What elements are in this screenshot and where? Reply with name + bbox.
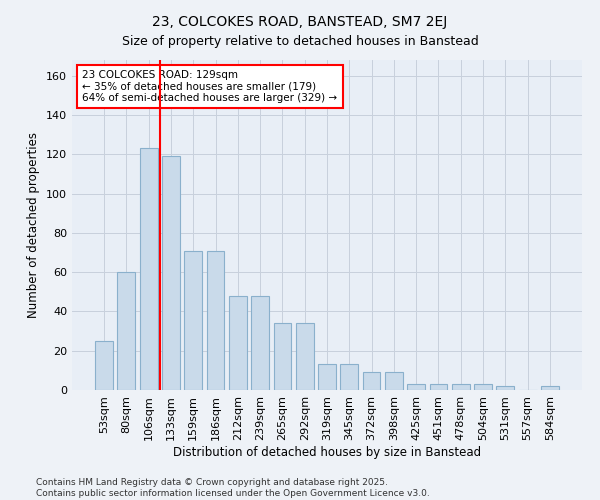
Text: 23, COLCOKES ROAD, BANSTEAD, SM7 2EJ: 23, COLCOKES ROAD, BANSTEAD, SM7 2EJ bbox=[152, 15, 448, 29]
Bar bbox=[296, 323, 314, 390]
Bar bbox=[274, 323, 292, 390]
Bar bbox=[541, 386, 559, 390]
Bar bbox=[318, 364, 336, 390]
X-axis label: Distribution of detached houses by size in Banstead: Distribution of detached houses by size … bbox=[173, 446, 481, 458]
Bar bbox=[140, 148, 158, 390]
Bar bbox=[184, 250, 202, 390]
Bar bbox=[362, 372, 380, 390]
Bar bbox=[206, 250, 224, 390]
Bar bbox=[496, 386, 514, 390]
Y-axis label: Number of detached properties: Number of detached properties bbox=[28, 132, 40, 318]
Bar bbox=[474, 384, 492, 390]
Bar bbox=[251, 296, 269, 390]
Bar bbox=[118, 272, 136, 390]
Bar bbox=[340, 364, 358, 390]
Text: 23 COLCOKES ROAD: 129sqm
← 35% of detached houses are smaller (179)
64% of semi-: 23 COLCOKES ROAD: 129sqm ← 35% of detach… bbox=[82, 70, 337, 103]
Bar bbox=[229, 296, 247, 390]
Bar bbox=[452, 384, 470, 390]
Text: Contains HM Land Registry data © Crown copyright and database right 2025.
Contai: Contains HM Land Registry data © Crown c… bbox=[36, 478, 430, 498]
Bar bbox=[162, 156, 180, 390]
Bar bbox=[95, 341, 113, 390]
Bar bbox=[407, 384, 425, 390]
Text: Size of property relative to detached houses in Banstead: Size of property relative to detached ho… bbox=[122, 35, 478, 48]
Bar bbox=[430, 384, 448, 390]
Bar bbox=[385, 372, 403, 390]
